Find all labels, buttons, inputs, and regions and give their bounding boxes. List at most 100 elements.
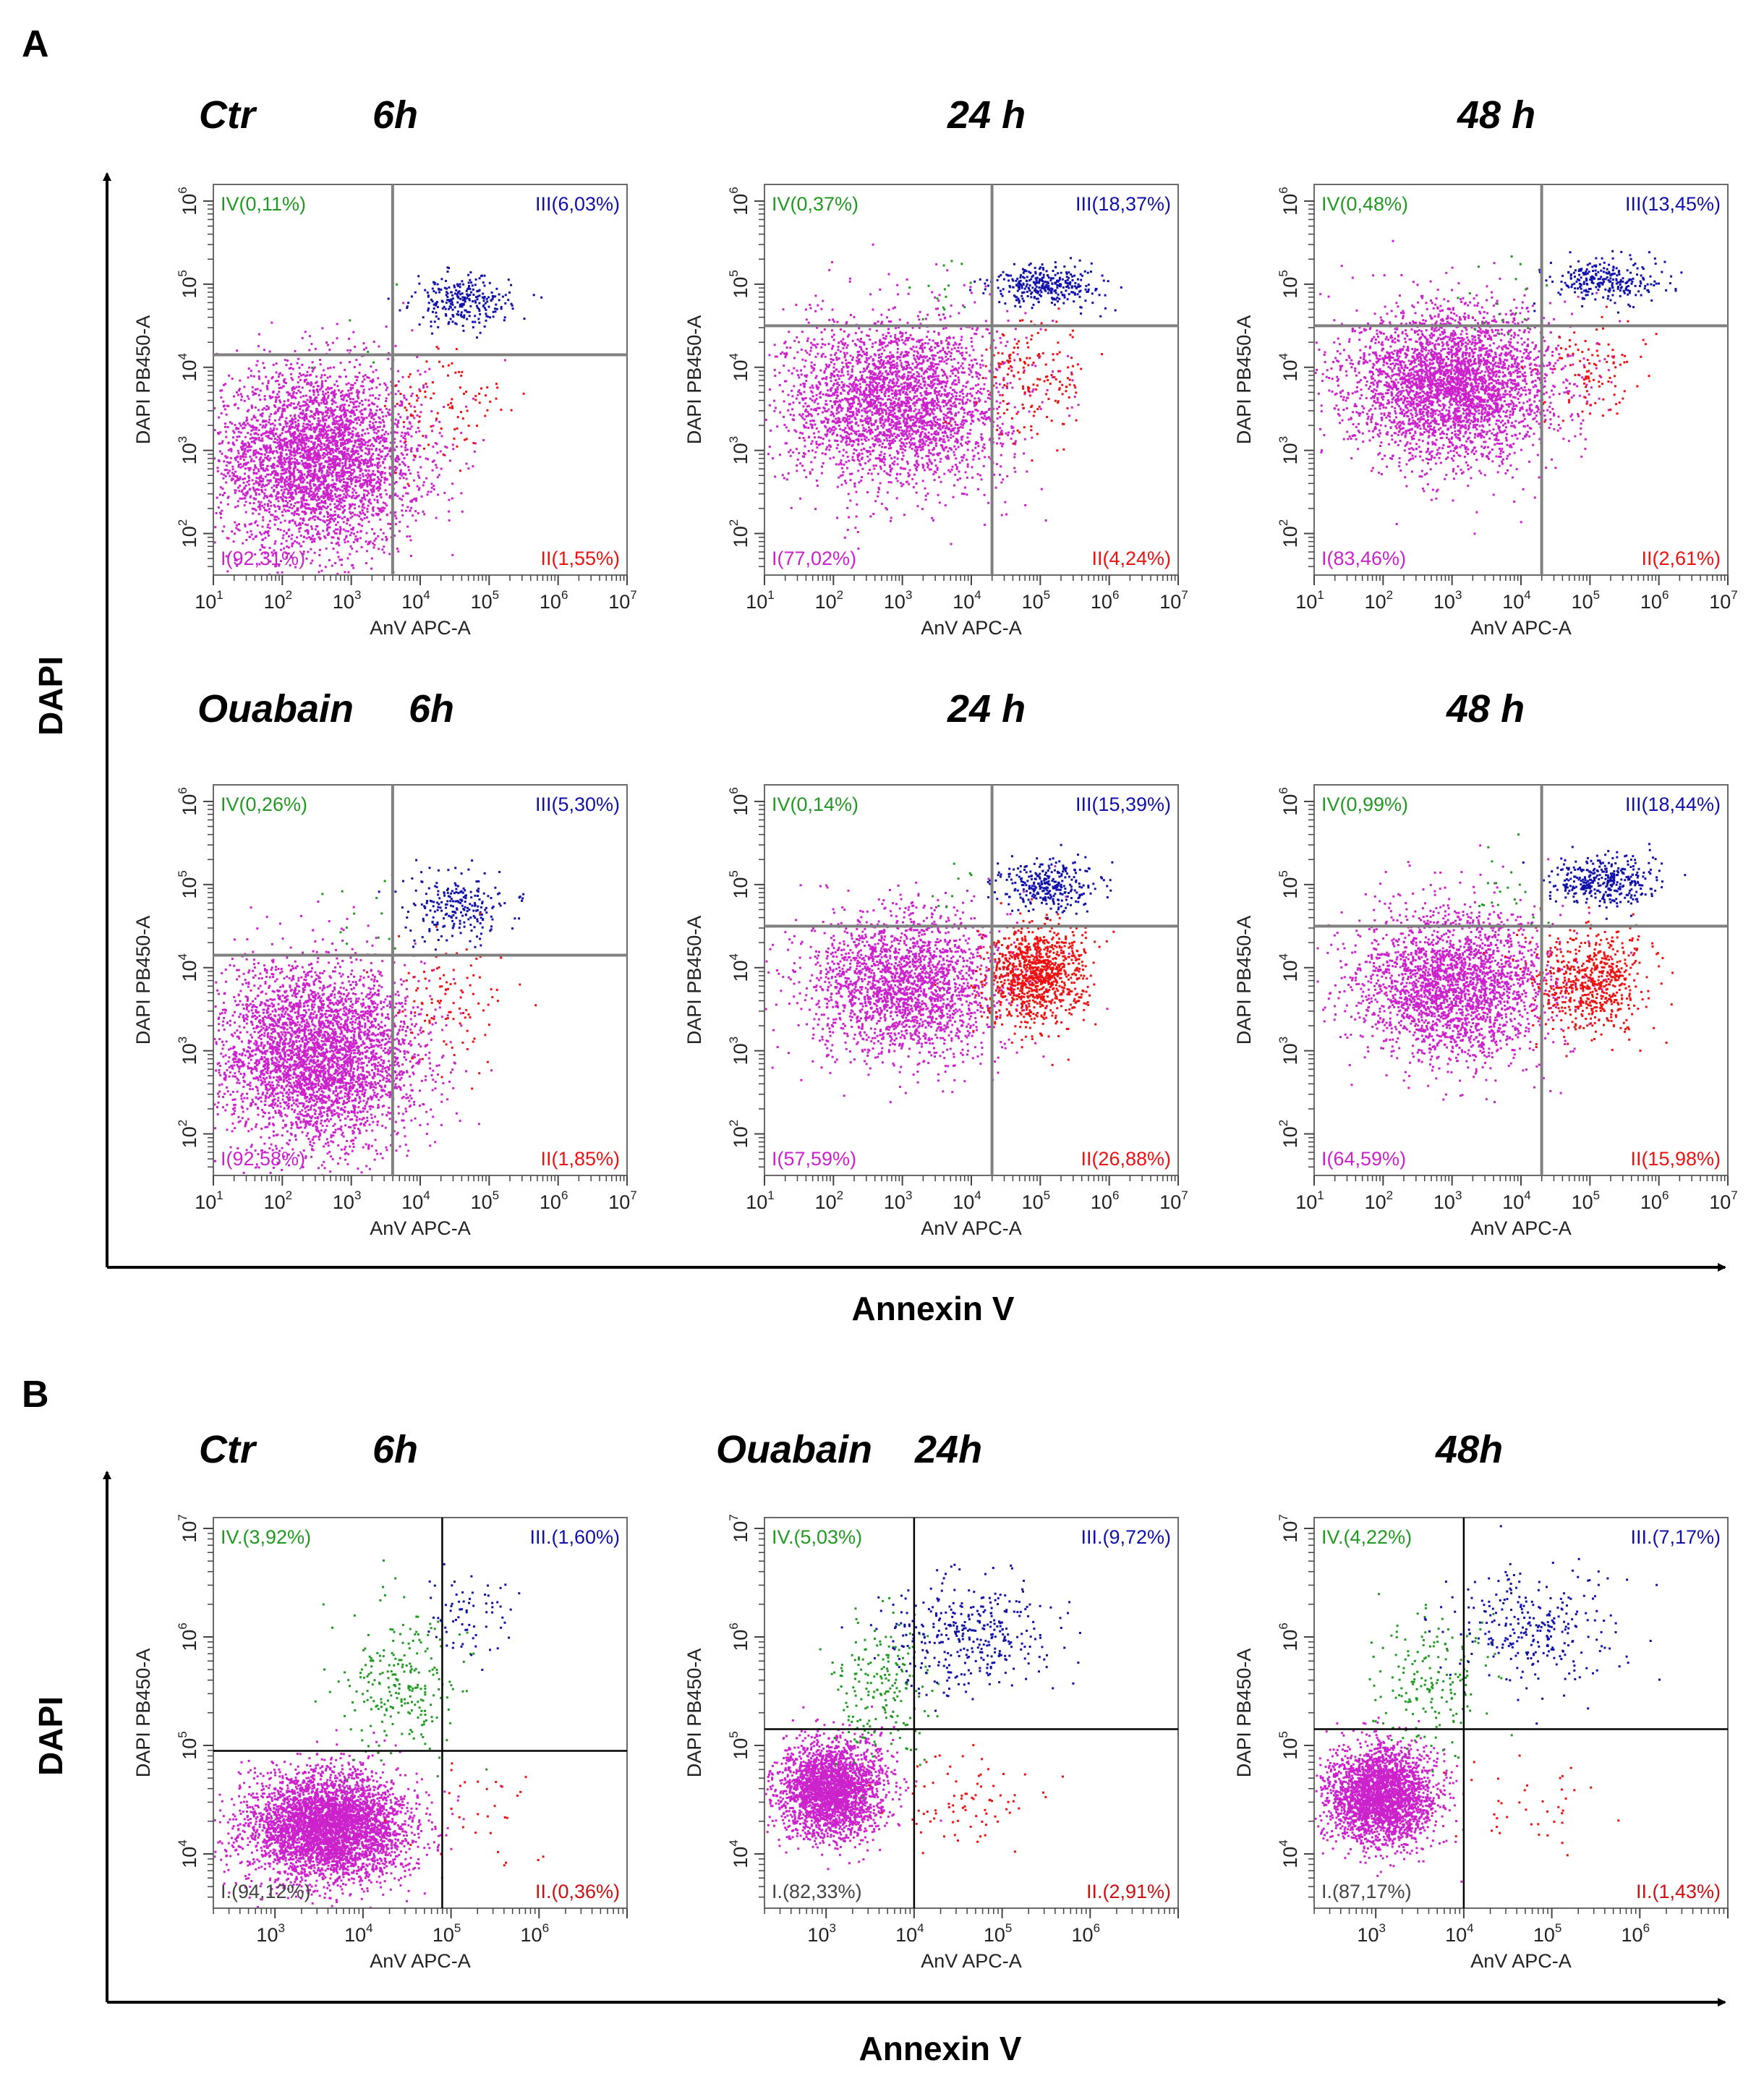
event-dot [280, 475, 283, 478]
event-dot [329, 509, 332, 511]
event-dot [305, 383, 308, 386]
event-dot [399, 416, 402, 419]
event-dot [452, 448, 455, 451]
event-dot [476, 298, 479, 301]
event-dot [407, 302, 410, 305]
event-dot [441, 307, 444, 310]
event-dot [219, 486, 222, 489]
event-dot [234, 480, 237, 482]
event-dot [319, 519, 322, 521]
event-dot [366, 516, 368, 519]
event-dot [291, 378, 294, 381]
event-dot [396, 402, 399, 405]
event-dot [225, 413, 228, 416]
event-dot [291, 396, 294, 399]
event-dot [281, 472, 284, 475]
event-dot [292, 461, 295, 464]
event-dot [364, 479, 367, 482]
event-dot [872, 513, 875, 515]
event-dot [365, 462, 368, 465]
event-dot [240, 399, 243, 401]
event-dot [425, 383, 427, 386]
event-dot [279, 529, 282, 532]
event-dot [923, 396, 926, 399]
event-dot [278, 399, 281, 402]
event-dot [325, 399, 328, 401]
event-dot [338, 431, 341, 434]
event-dot [285, 496, 288, 499]
event-dot [989, 293, 992, 296]
event-dot [336, 415, 338, 418]
event-dot [252, 452, 255, 455]
event-dot [372, 394, 375, 397]
event-dot [271, 375, 274, 378]
event-dot [281, 374, 284, 377]
event-dot [298, 462, 301, 465]
event-dot [340, 395, 342, 398]
event-dot [302, 540, 305, 543]
event-dot [298, 438, 301, 441]
event-dot [450, 291, 453, 294]
event-dot [1000, 430, 1003, 432]
event-dot [363, 489, 365, 492]
event-dot [456, 293, 459, 296]
event-dot [948, 407, 951, 410]
event-dot [454, 371, 457, 374]
event-dot [311, 559, 314, 562]
event-dot [317, 456, 319, 459]
event-dot [328, 485, 330, 488]
event-dot [361, 509, 364, 511]
event-dot [291, 542, 294, 545]
event-dot [306, 524, 309, 527]
event-dot [301, 364, 304, 366]
event-dot [346, 481, 349, 484]
event-dot [217, 506, 220, 509]
event-dot [338, 425, 341, 427]
event-dot [787, 393, 790, 396]
event-dot [435, 315, 438, 318]
event-dot [890, 446, 892, 449]
event-dot [284, 448, 287, 451]
event-dot [344, 440, 346, 443]
event-dot [347, 389, 350, 392]
event-dot [341, 485, 344, 488]
event-dot [221, 389, 223, 392]
event-dot [319, 420, 322, 422]
event-dot [916, 459, 919, 462]
event-dot [283, 380, 286, 383]
event-dot [947, 407, 949, 410]
event-dot [277, 409, 280, 412]
event-dot [435, 311, 438, 314]
event-dot [285, 477, 288, 480]
event-dot [276, 460, 279, 463]
event-dot [339, 494, 342, 497]
event-dot [348, 460, 351, 462]
event-dot [312, 475, 314, 478]
event-dot [300, 477, 303, 480]
event-dot [906, 430, 908, 433]
event-dot [257, 429, 260, 432]
event-dot [296, 508, 299, 511]
event-dot [315, 509, 318, 511]
event-dot [304, 416, 307, 418]
event-dot [367, 500, 370, 502]
event-dot [980, 392, 983, 395]
event-dot [265, 456, 268, 459]
event-dot [395, 517, 398, 520]
event-dot [888, 398, 891, 401]
event-dot [259, 423, 262, 426]
event-dot [354, 475, 357, 478]
event-dot [926, 436, 929, 439]
event-dot [274, 433, 277, 435]
event-dot [425, 435, 427, 437]
event-dot [341, 431, 344, 434]
event-dot [418, 323, 421, 326]
event-dot [265, 509, 268, 512]
event-dot [320, 441, 322, 444]
event-dot [417, 512, 419, 514]
event-dot [310, 537, 313, 540]
event-dot [803, 365, 806, 368]
event-dot [297, 401, 300, 404]
event-dot [365, 550, 368, 553]
event-dot [315, 437, 318, 440]
